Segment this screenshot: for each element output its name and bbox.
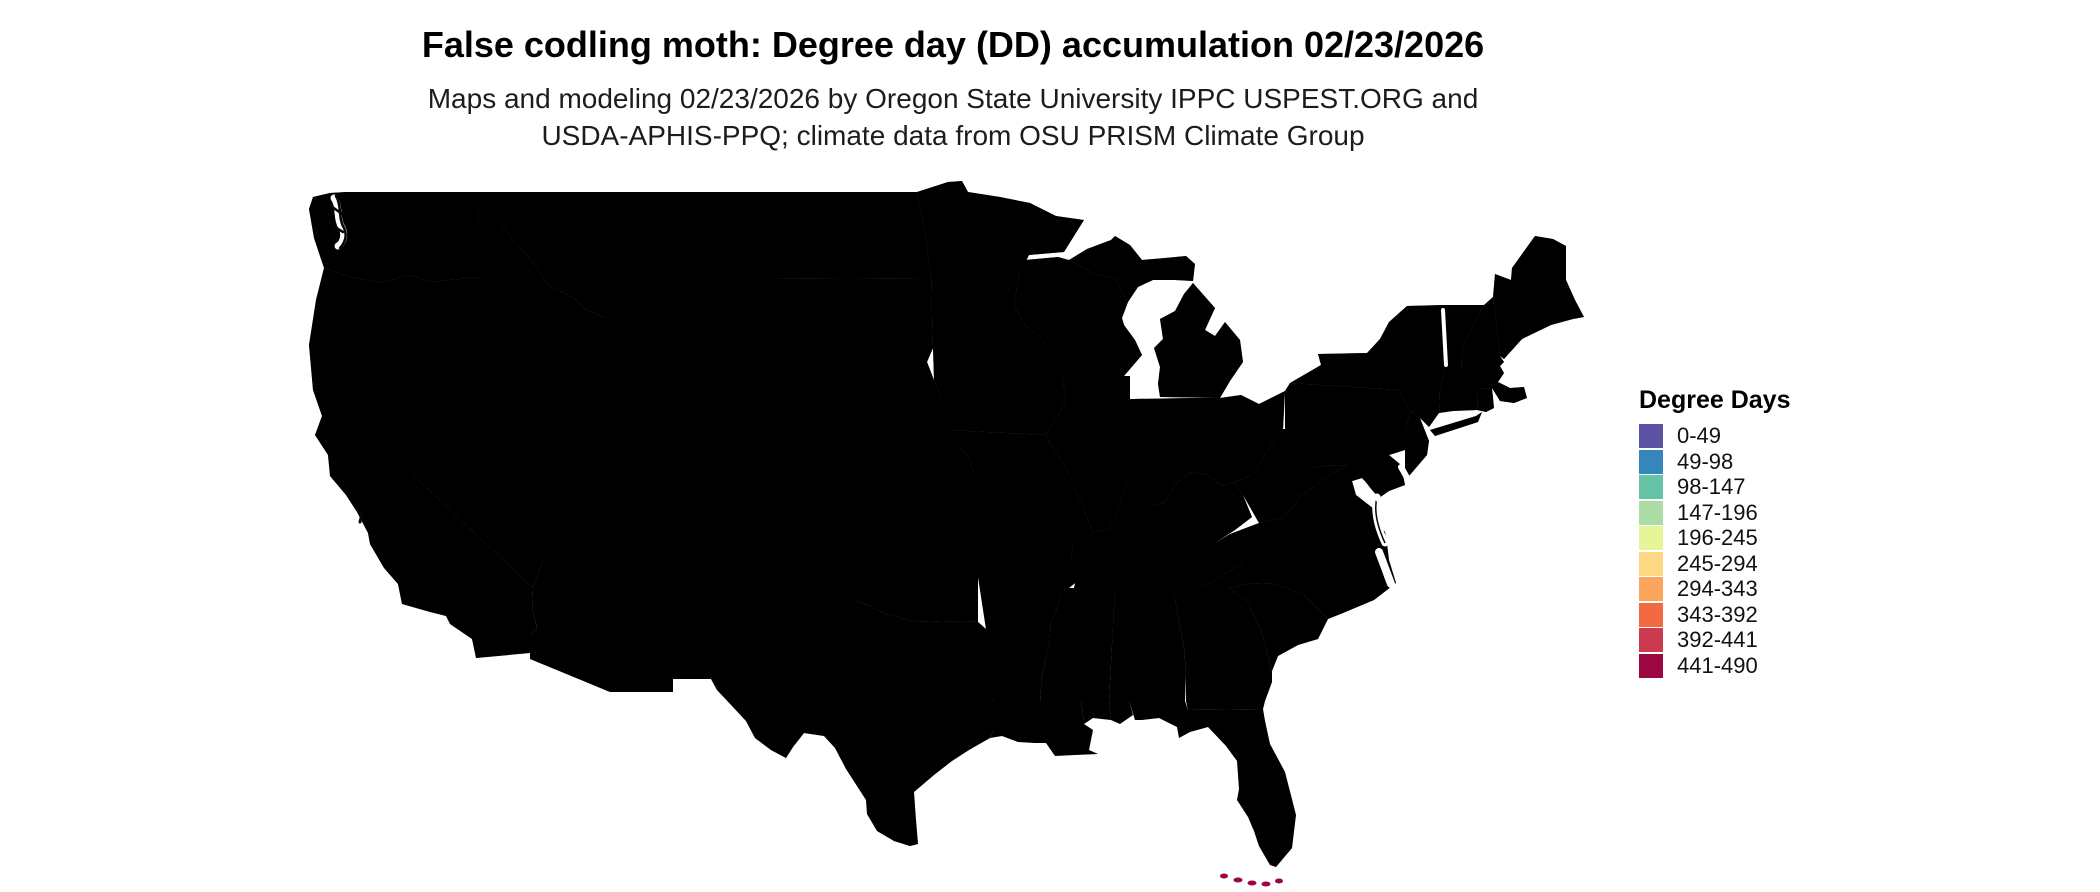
legend-items: 0-49 49-98 98-147 147-196 196-245 245-294 294-…	[1639, 423, 1859, 678]
band-294-343	[862, 816, 1280, 867]
delaware-bay	[1398, 464, 1413, 486]
subtitle-line-1: Maps and modeling 02/23/2026 by Oregon S…	[427, 83, 1479, 114]
socal-spot	[456, 633, 464, 639]
lake-champlain	[1441, 308, 1448, 367]
socal-spot	[452, 630, 458, 634]
az-hot-spot	[557, 672, 563, 678]
legend-label: 98-147	[1677, 474, 1746, 499]
socal-spot	[439, 628, 449, 634]
legend-item: 0-49	[1639, 423, 1859, 448]
legend-item: 245-294	[1639, 550, 1859, 576]
legend-item: 294-343	[1639, 576, 1859, 601]
legend-swatch	[1639, 526, 1663, 550]
keys-dot	[1261, 881, 1271, 887]
legend-item: 196-245	[1639, 525, 1859, 550]
sf-bay	[354, 506, 364, 524]
legend-swatch	[1639, 500, 1663, 525]
legend-swatch	[1639, 551, 1663, 576]
legend-title: Degree Days	[1639, 386, 1791, 414]
legend-label: 294-343	[1677, 576, 1758, 601]
legend-swatch	[1639, 449, 1663, 474]
legend-label: 147-196	[1677, 499, 1758, 525]
florida-keys	[1220, 873, 1283, 887]
pamlico-sound	[1375, 548, 1395, 588]
legend-label: 245-294	[1677, 550, 1758, 576]
legend-label: 441-490	[1677, 652, 1758, 678]
state-borders	[309, 181, 1584, 867]
puget-sound	[330, 194, 348, 250]
keys-dot	[1247, 880, 1257, 886]
legend-label: 392-441	[1677, 627, 1758, 652]
legend-item: 98-147	[1639, 474, 1859, 499]
keys-dot	[1233, 877, 1243, 883]
legend-item: 343-392	[1639, 601, 1859, 627]
socal-spot	[410, 613, 418, 617]
legend-label: 196-245	[1677, 525, 1758, 550]
legend-swatch	[1639, 475, 1663, 499]
legend-item: 49-98	[1639, 448, 1859, 474]
puget-sound-shoreline	[329, 194, 347, 250]
legend-label: 49-98	[1677, 448, 1734, 474]
legend-item: 147-196	[1639, 499, 1859, 525]
legend-swatch	[1639, 602, 1663, 627]
legend-swatch	[1639, 577, 1663, 601]
legend-swatch	[1639, 653, 1663, 678]
legend-item: 392-441	[1639, 627, 1859, 652]
keys-dot	[1220, 873, 1228, 879]
legend: Degree Days 0-49 49-98 98-147 147-196 196-24…	[1639, 386, 1859, 679]
elpaso-spot	[693, 678, 707, 686]
legend-item: 441-490	[1639, 652, 1859, 678]
chesapeake-shoreline	[1374, 496, 1386, 544]
subtitle-line-2: USDA-APHIS-PPQ; climate data from OSU PR…	[541, 120, 1365, 151]
map-canvas	[309, 181, 1584, 887]
map-subtitle: Maps and modeling 02/23/2026 by Oregon S…	[0, 80, 1906, 154]
page-title: False codling moth: Degree day (DD) accu…	[421, 24, 1485, 65]
keys-dot	[1275, 878, 1283, 884]
legend-swatch	[1639, 628, 1663, 652]
us-degree-day-map	[230, 140, 1625, 888]
legend-swatch	[1639, 424, 1663, 448]
potomac-river	[1361, 480, 1381, 503]
water-details	[329, 194, 1448, 588]
legend-label: 343-392	[1677, 601, 1758, 627]
legend-label: 0-49	[1677, 423, 1722, 448]
